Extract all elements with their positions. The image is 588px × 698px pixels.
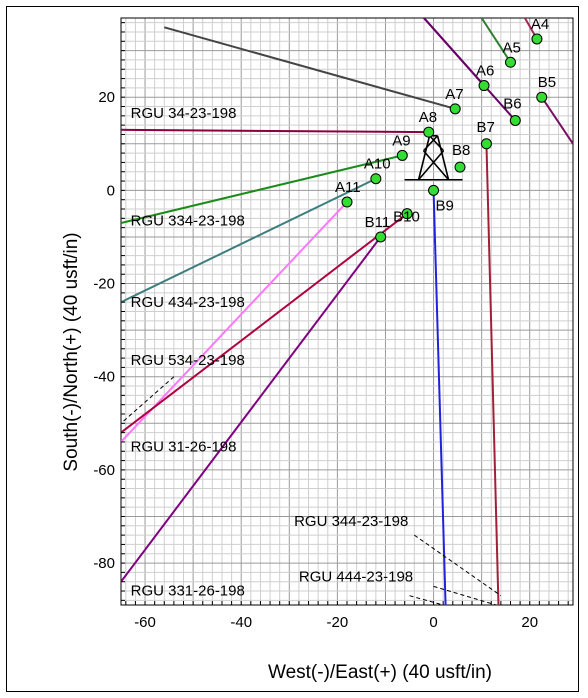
slot-marker bbox=[401, 208, 413, 220]
slot-label: A4 bbox=[531, 16, 549, 33]
slot-marker bbox=[375, 231, 387, 243]
slot-label: B11 bbox=[365, 214, 391, 231]
dashed-path bbox=[409, 595, 444, 605]
slot-marker bbox=[480, 138, 492, 150]
well-path bbox=[121, 236, 382, 583]
well-path bbox=[432, 190, 447, 605]
slot-marker bbox=[370, 173, 382, 185]
slot-label: B7 bbox=[476, 119, 494, 136]
slot-marker bbox=[396, 149, 408, 161]
slot-label: A5 bbox=[502, 39, 520, 56]
x-tick-label: 20 bbox=[521, 614, 538, 631]
well-name-label: RGU 31-26-198 bbox=[131, 438, 237, 455]
well-name-label: RGU 534-23-198 bbox=[131, 352, 245, 369]
y-tick-label: -60 bbox=[93, 462, 115, 479]
x-tick-label: -20 bbox=[327, 614, 349, 631]
well-path bbox=[164, 26, 456, 110]
axes: -60 -40 -20 0 20 -80 -60 -40 -20 0 20 bbox=[93, 22, 569, 631]
well-path bbox=[540, 96, 573, 145]
dashed-path bbox=[121, 376, 175, 424]
well-path bbox=[121, 212, 408, 434]
slot-marker bbox=[509, 114, 521, 126]
slot-label: A7 bbox=[445, 86, 463, 103]
rig-line bbox=[428, 135, 445, 152]
slot-label: A10 bbox=[364, 156, 391, 173]
grid bbox=[120, 17, 574, 606]
well-path bbox=[121, 154, 403, 224]
x-tick-label: -40 bbox=[230, 614, 252, 631]
slot-marker bbox=[504, 56, 516, 68]
y-tick-label: -40 bbox=[93, 369, 115, 386]
slot-label: A6 bbox=[476, 63, 494, 80]
well-name-label: RGU 434-23-198 bbox=[131, 294, 245, 311]
slot-label: B9 bbox=[436, 197, 454, 214]
slot-marker bbox=[341, 196, 353, 208]
dashed-path bbox=[433, 585, 497, 605]
slot-label: B5 bbox=[538, 74, 556, 91]
well-path bbox=[423, 18, 517, 122]
well-annotations: RGU 34-23-198 RGU 334-23-198 RGU 434-23-19… bbox=[131, 105, 414, 600]
slot-label: A11 bbox=[335, 179, 361, 196]
chart-frame bbox=[6, 6, 579, 692]
slot-marker bbox=[423, 126, 435, 138]
well-path bbox=[121, 128, 429, 134]
rig-line bbox=[422, 150, 450, 181]
y-axis-title: South(-)/North(+) (40 usft/in) bbox=[61, 232, 82, 471]
rig-line bbox=[417, 135, 431, 180]
slot-label: B8 bbox=[452, 142, 470, 159]
rig-line bbox=[422, 135, 439, 152]
slot-marker bbox=[428, 184, 440, 196]
y-tick-label: 20 bbox=[98, 89, 115, 106]
slot-label: B10 bbox=[393, 209, 420, 226]
y-tick-label: 0 bbox=[107, 182, 115, 199]
x-axis-title: West(-)/East(+) (40 usft/in) bbox=[268, 662, 492, 683]
rig-line bbox=[436, 135, 450, 180]
y-tick-label: -20 bbox=[93, 276, 115, 293]
slot-label: B6 bbox=[503, 95, 521, 112]
slot-label: A9 bbox=[392, 132, 410, 149]
dashed-paths bbox=[121, 376, 502, 605]
slot-marker bbox=[449, 103, 461, 115]
rig-line bbox=[417, 150, 445, 181]
x-tick-label: 0 bbox=[429, 614, 437, 631]
y-tick-label: -80 bbox=[93, 555, 115, 572]
slot-marker bbox=[454, 161, 466, 173]
well-path bbox=[480, 18, 512, 63]
well-name-label: RGU 34-23-198 bbox=[131, 105, 237, 122]
well-name-label: RGU 444-23-198 bbox=[299, 569, 413, 586]
slot-marker bbox=[478, 80, 490, 92]
well-paths bbox=[121, 18, 573, 605]
x-tick-label: -60 bbox=[134, 614, 156, 631]
dashed-path bbox=[414, 534, 502, 597]
well-path bbox=[121, 177, 377, 304]
well-path bbox=[485, 143, 500, 605]
well-name-label: RGU 331-26-198 bbox=[131, 583, 245, 600]
well-name-label: RGU 334-23-198 bbox=[131, 212, 245, 229]
well-name-label: RGU 344-23-198 bbox=[294, 513, 408, 530]
slot-label: A8 bbox=[419, 109, 437, 126]
well-path bbox=[121, 201, 348, 443]
slot-marker bbox=[531, 33, 543, 45]
slot-marker bbox=[536, 91, 548, 103]
